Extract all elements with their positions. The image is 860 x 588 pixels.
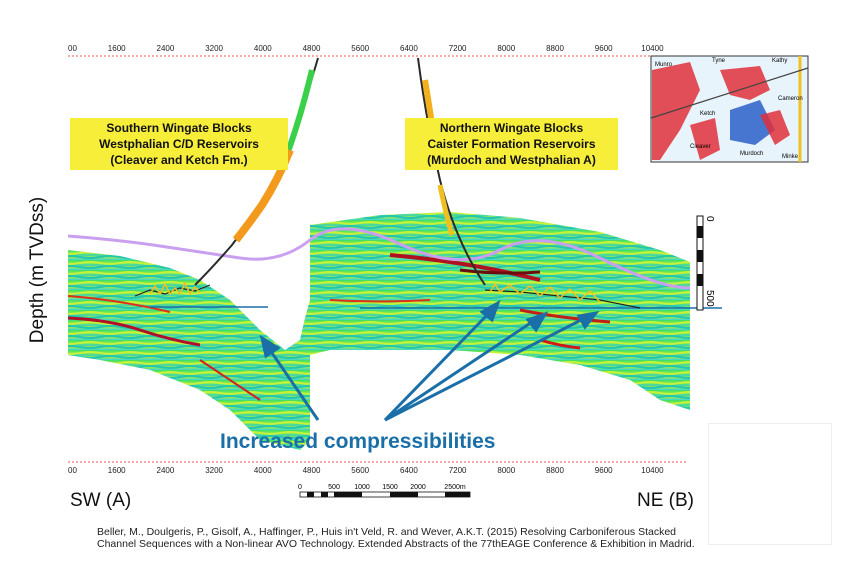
- inset-label-murdoch: Murdoch: [740, 151, 763, 157]
- bottom-axis-tick-label: 4800: [303, 466, 321, 475]
- bottom-axis-tick-label: 10400: [641, 466, 664, 475]
- top-axis-tick-label: 5600: [351, 44, 369, 53]
- scale-bar-tick-label: 0: [298, 484, 302, 491]
- citation-line-1: Beller, M., Doulgeris, P., Gisolf, A., H…: [97, 526, 677, 538]
- callout-text: Increased compressibilities: [220, 430, 496, 453]
- bottom-axis-tick-label: 4000: [254, 466, 272, 475]
- well-trajectory-right: [417, 57, 486, 286]
- bottom-axis: 00 1600 2400 3200 4000 4800 5600 6400 7200 8000 88…: [68, 461, 688, 475]
- top-axis-tick-label: 9600: [595, 44, 613, 53]
- ne-endpoint-label: NE (B): [637, 490, 694, 511]
- inset-label-minke: Minke: [782, 154, 799, 160]
- callout-arrows: [259, 299, 600, 422]
- seismic-right-block: [310, 212, 690, 410]
- bottom-axis-tick-label: 8000: [497, 466, 515, 475]
- scale-bar-tick-label: 2500m: [444, 484, 466, 491]
- top-axis-tick-label: 4000: [254, 44, 272, 53]
- y-axis-label: Depth (m TVDss): [27, 196, 48, 344]
- southern-label-line-1: Southern Wingate Blocks: [106, 121, 252, 135]
- southern-label-line-2: Westphalian C/D Reservoirs: [99, 137, 259, 151]
- bottom-axis-tick-label: 6400: [400, 466, 418, 475]
- top-axis-tick-label: 2400: [157, 44, 175, 53]
- top-axis: 00 1600 2400 3200 4000 4800 5600 6400 7200 8000 88…: [68, 44, 688, 57]
- top-axis-tick-label: 7200: [449, 44, 467, 53]
- bottom-axis-tick-label: 7200: [449, 466, 467, 475]
- top-axis-tick-label: 00: [68, 44, 77, 53]
- citation: Beller, M., Doulgeris, P., Gisolf, A., H…: [97, 526, 697, 550]
- top-axis-tick-label: 1600: [108, 44, 126, 53]
- horizon-line: [67, 227, 691, 290]
- northern-label-line-1: Northern Wingate Blocks: [439, 121, 584, 135]
- depth-scale-tick-500: 500: [704, 290, 715, 307]
- northern-label: Northern Wingate Blocks Caister Formatio…: [405, 118, 618, 170]
- top-axis-tick-label: 8000: [497, 44, 515, 53]
- seismic-left-block: [67, 250, 310, 450]
- inset-label-tyne: Tyne: [712, 58, 726, 64]
- bottom-axis-tick-label: 9600: [595, 466, 613, 475]
- top-axis-tick-label: 4800: [303, 44, 321, 53]
- southern-label: Southern Wingate Blocks Westphalian C/D …: [70, 118, 288, 170]
- northern-label-line-3: (Murdoch and Westphalian A): [427, 153, 596, 167]
- bottom-axis-tick-label: 5600: [351, 466, 369, 475]
- inset-label-munro: Munro: [655, 62, 673, 68]
- top-axis-tick-label: 6400: [400, 44, 418, 53]
- top-axis-tick-label: 8800: [546, 44, 564, 53]
- scale-bar-tick-label: 2000: [410, 484, 426, 491]
- bottom-axis-tick-label: 2400: [157, 466, 175, 475]
- depth-scale-tick-0: 0: [704, 216, 715, 222]
- inset-label-cleaver: Cleaver: [690, 144, 711, 150]
- well-trajectory-left: [194, 57, 319, 286]
- scale-bar-tick-label: 1000: [354, 484, 370, 491]
- scale-bar-tick-label: 1500: [382, 484, 398, 491]
- citation-line-2: Channel Sequences with a Non-linear AVO …: [97, 538, 695, 550]
- bottom-axis-tick-label: 00: [68, 466, 77, 475]
- sw-endpoint-label: SW (A): [70, 490, 132, 511]
- blank-panel: [708, 423, 832, 545]
- inset-label-cameron: Cameron: [778, 96, 803, 102]
- top-axis-tick-label: 10400: [641, 44, 664, 53]
- bottom-axis-tick-label: 3200: [205, 466, 223, 475]
- scale-bar-tick-label: 500: [328, 484, 340, 491]
- bottom-axis-tick-label: 1600: [108, 466, 126, 475]
- log-curve-right: [484, 289, 641, 309]
- inset-label-ketch: Ketch: [700, 111, 715, 117]
- southern-label-line-3: (Cleaver and Ketch Fm.): [110, 153, 248, 167]
- inset-label-kathy: Kathy: [772, 58, 787, 64]
- northern-label-line-2: Caister Formation Reservoirs: [427, 137, 596, 151]
- inset-map: Tyne Kathy Munro Cameron Minke Ketch Cle…: [650, 55, 809, 163]
- bottom-axis-tick-label: 8800: [546, 466, 564, 475]
- horizontal-scale-bar: 0 500 1000 1500 2000 2500m: [298, 484, 471, 498]
- depth-scale-bar: 0 500: [696, 215, 715, 311]
- top-axis-tick-label: 3200: [205, 44, 223, 53]
